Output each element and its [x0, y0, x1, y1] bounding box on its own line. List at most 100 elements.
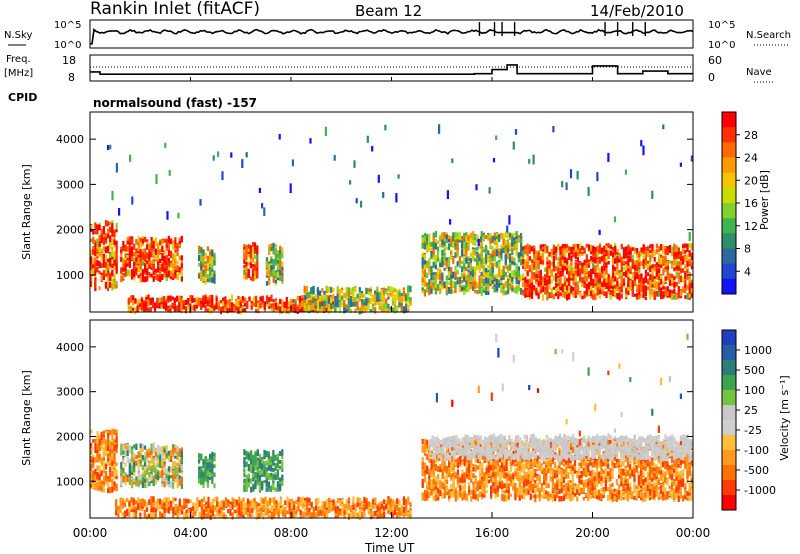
heatmap-cell	[570, 286, 573, 291]
heatmap-cell	[642, 244, 645, 251]
heatmap-cell	[122, 475, 125, 483]
heatmap-cell	[198, 245, 201, 253]
heatmap-cell	[92, 439, 95, 443]
heatmap-cell	[471, 242, 475, 246]
heatmap-cell	[605, 267, 608, 275]
heatmap-cell	[596, 250, 599, 258]
heatmap-cell	[152, 260, 155, 267]
heatmap-cell	[563, 247, 566, 252]
heatmap-cell	[115, 162, 118, 173]
heatmap-cell	[222, 305, 225, 312]
heatmap-cell	[400, 302, 403, 307]
heatmap-cell	[434, 243, 437, 250]
heatmap-cell	[642, 249, 645, 255]
heatmap-cell	[104, 233, 108, 238]
heatmap-cell	[159, 275, 162, 283]
heatmap-cell	[270, 456, 273, 462]
heatmap-cell	[690, 288, 693, 295]
heatmap-cell	[504, 245, 507, 251]
heatmap-cell	[651, 264, 654, 269]
heatmap-cell	[109, 259, 112, 267]
heatmap-cell	[574, 252, 577, 260]
heatmap-cell	[502, 283, 505, 289]
heatmap-cell	[324, 126, 327, 136]
heatmap-cell	[423, 238, 426, 245]
heatmap-cell	[100, 254, 103, 261]
heatmap-cell	[644, 269, 647, 274]
heatmap-cell	[211, 252, 214, 259]
heatmap-cell	[276, 260, 280, 264]
heatmap-cell	[631, 280, 634, 285]
heatmap-cell	[489, 257, 492, 264]
heatmap-cell	[139, 249, 142, 255]
heatmap-cell	[263, 463, 266, 470]
heatmap-cell	[502, 265, 505, 271]
heatmap-cell	[138, 306, 141, 311]
heatmap-cell	[249, 253, 252, 259]
heatmap-cell	[574, 248, 577, 252]
heatmap-cell	[281, 474, 284, 480]
heatmap-cell	[102, 475, 105, 482]
heatmap-cell	[176, 260, 179, 264]
heatmap-cell	[165, 468, 168, 475]
heatmap-cell	[202, 301, 205, 308]
heatmap-cell	[686, 273, 689, 280]
heatmap-cell	[98, 224, 101, 231]
heatmap-cell	[502, 274, 505, 280]
heatmap-cell	[254, 452, 257, 459]
heatmap-cell	[134, 510, 138, 515]
heatmap-cell	[250, 478, 253, 484]
heatmap-cell	[107, 461, 110, 466]
heatmap-cell	[636, 260, 639, 267]
heatmap-cell	[574, 275, 577, 279]
heatmap-cell	[174, 249, 177, 253]
heatmap-cell	[146, 275, 149, 282]
heatmap-cell	[204, 306, 207, 312]
heatmap-cell	[261, 298, 264, 305]
heatmap-cell	[561, 248, 564, 254]
heatmap-cell	[445, 234, 448, 239]
heatmap-cell	[265, 266, 269, 270]
heatmap-cell	[279, 298, 282, 304]
heatmap-cell	[243, 253, 246, 259]
heatmap-cell	[524, 245, 527, 253]
heatmap-cell	[245, 247, 248, 254]
heatmap-cell	[141, 271, 144, 277]
heatmap-cell	[465, 248, 468, 255]
heatmap-cell	[157, 261, 160, 266]
heatmap-cell	[115, 240, 118, 244]
heatmap-cell	[647, 278, 650, 282]
heatmap-cell	[480, 282, 483, 287]
heatmap-cell	[139, 272, 142, 277]
heatmap-cell	[206, 471, 209, 477]
heatmap-cell	[100, 431, 103, 439]
heatmap-cell	[139, 505, 142, 511]
heatmap-cell	[96, 238, 99, 245]
heatmap-cell	[592, 257, 595, 262]
heatmap-cell	[517, 234, 520, 238]
heatmap-cell	[272, 474, 275, 480]
heatmap-cell	[98, 247, 101, 253]
heatmap-cell	[607, 152, 610, 162]
heatmap-cell	[463, 242, 466, 249]
heatmap-cell	[139, 262, 142, 269]
heatmap-cell	[287, 301, 291, 307]
heatmap-cell	[583, 292, 586, 299]
heatmap-cell	[524, 276, 527, 283]
heatmap-cell	[421, 243, 424, 249]
heatmap-cell	[122, 258, 125, 264]
heatmap-cell	[439, 236, 442, 242]
heatmap-cell	[513, 287, 516, 293]
heatmap-cell	[432, 261, 435, 268]
heatmap-cell	[206, 255, 209, 263]
heatmap-cell	[517, 255, 520, 263]
heatmap-cell	[677, 286, 680, 293]
heatmap-cell	[555, 265, 558, 272]
heatmap-cell	[618, 270, 621, 274]
heatmap-cell	[131, 462, 134, 468]
heatmap-cell	[432, 248, 435, 256]
heatmap-cell	[369, 309, 372, 313]
heatmap-cell	[662, 281, 665, 287]
heatmap-cell	[506, 290, 510, 295]
heatmap-cell	[115, 444, 118, 449]
